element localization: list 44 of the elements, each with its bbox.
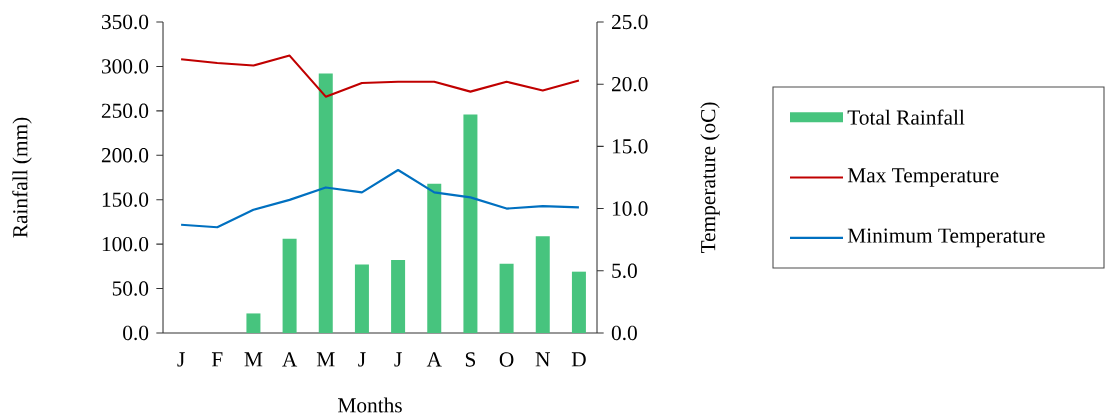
y2-tick-label: 5.0 (612, 263, 637, 279)
y-tick-label: 100.0 (102, 236, 149, 252)
bar (246, 313, 261, 333)
x-tick-label: J (177, 352, 185, 367)
bar (354, 264, 369, 333)
y2-tick-label: 0.0 (611, 325, 637, 341)
y-tick-label: 50.0 (112, 281, 149, 296)
bar (463, 114, 478, 333)
legend-label: Total Rainfall (847, 109, 965, 125)
y-tick-label: 350.0 (102, 14, 149, 30)
x-tick-label: S (465, 352, 476, 367)
legend-label: Max Temperature (847, 168, 999, 187)
y2-tick-label: 25.0 (611, 14, 648, 30)
bar (499, 263, 514, 333)
x-tick-label: N (535, 352, 550, 367)
y-axis-title: Rainfall (mm) (12, 117, 32, 238)
y-tick-label: 150.0 (102, 192, 149, 207)
x-tick-label: M (316, 352, 335, 367)
y2-tick-label: 10.0 (612, 201, 648, 216)
y2-axis-title: Temperature (oC) (700, 102, 720, 254)
y-tick-label: 250.0 (101, 103, 149, 119)
x-axis-title: Months (338, 397, 402, 413)
y-tick-label: 300.0 (102, 59, 149, 74)
line-series (180, 54, 580, 98)
x-tick-label: O (499, 352, 514, 367)
x-tick-label: A (426, 352, 442, 367)
bar (391, 260, 406, 333)
x-tick-label: F (211, 352, 223, 367)
x-tick-label: A (282, 352, 298, 367)
x-tick-label: M (244, 352, 263, 367)
x-tick-label: D (571, 352, 586, 367)
bar (318, 73, 333, 333)
bar (282, 238, 297, 333)
line-series (180, 168, 580, 229)
bar (427, 183, 442, 333)
legend-label: Minimum Temperature (847, 228, 1045, 248)
y-tick-label: 200.0 (101, 148, 149, 163)
x-tick-label: J (358, 352, 366, 367)
bar (535, 236, 550, 333)
y2-tick-label: 20.0 (611, 76, 648, 92)
y-tick-label: 0.0 (123, 325, 149, 341)
bar (571, 271, 586, 333)
y2-tick-label: 15.0 (612, 139, 648, 154)
x-tick-label: J (394, 352, 402, 367)
